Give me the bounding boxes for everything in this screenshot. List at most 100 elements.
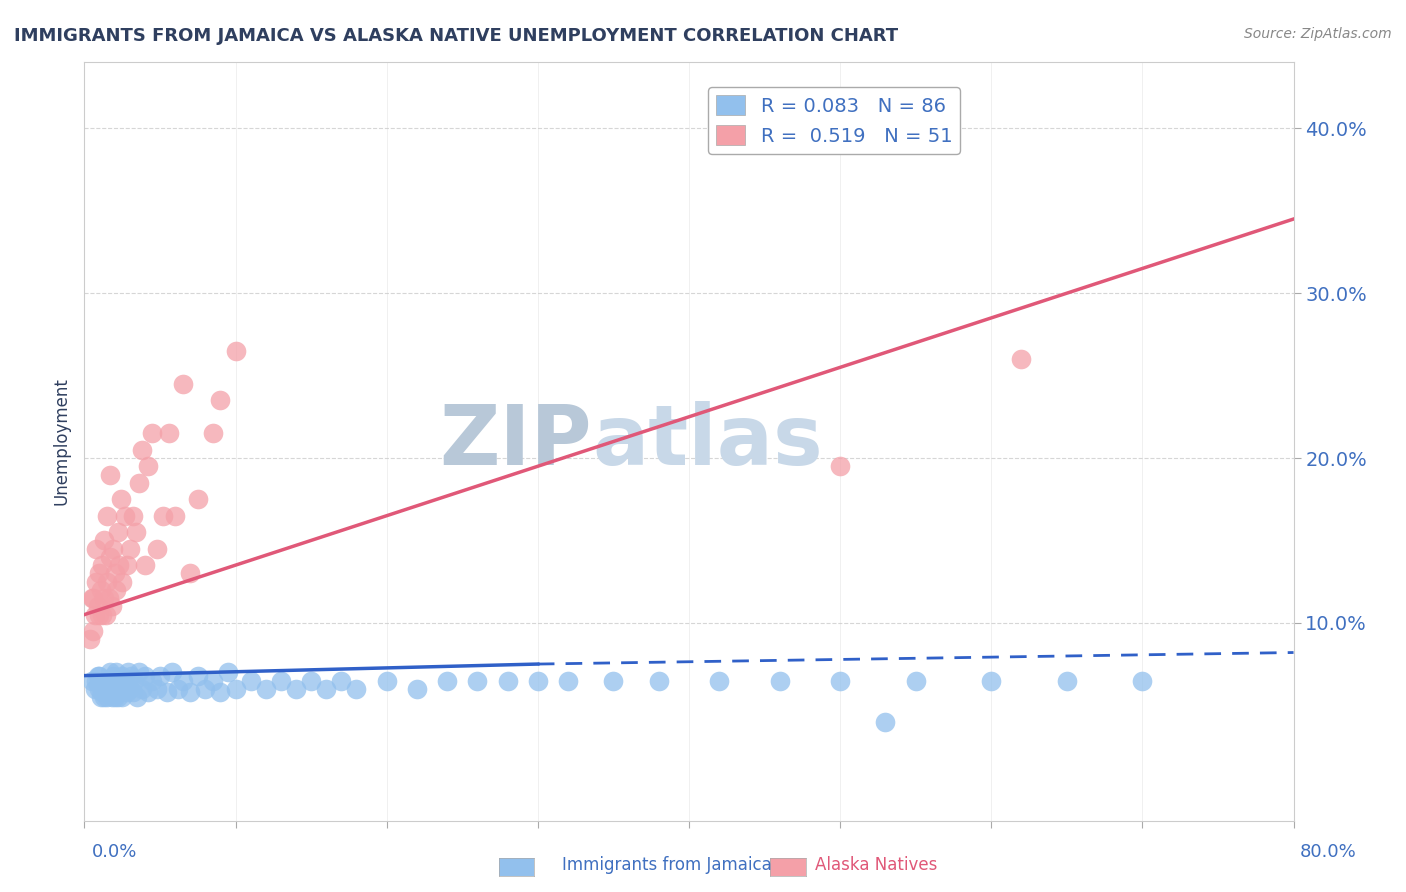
Point bbox=[100, 677, 122, 691]
Point bbox=[201, 673, 224, 688]
Point bbox=[120, 668, 142, 682]
Point bbox=[98, 681, 121, 696]
Point bbox=[118, 541, 141, 556]
Point bbox=[136, 459, 159, 474]
Point bbox=[315, 681, 337, 696]
Point bbox=[89, 668, 111, 682]
Point bbox=[94, 607, 117, 622]
Y-axis label: Unemployment: Unemployment bbox=[52, 377, 70, 506]
Point bbox=[769, 673, 792, 688]
Text: Immigrants from Jamaica: Immigrants from Jamaica bbox=[562, 856, 772, 874]
Point bbox=[225, 681, 247, 696]
Point bbox=[89, 681, 111, 696]
Point bbox=[86, 574, 108, 589]
Point bbox=[254, 681, 277, 696]
Point bbox=[93, 591, 115, 606]
Point bbox=[104, 690, 127, 704]
Point bbox=[115, 558, 138, 573]
Point bbox=[239, 673, 262, 688]
Point bbox=[107, 690, 129, 704]
Point bbox=[112, 681, 135, 696]
Point bbox=[89, 566, 111, 581]
Point bbox=[114, 508, 136, 523]
Point bbox=[270, 673, 292, 688]
Point bbox=[108, 685, 131, 699]
Point bbox=[96, 690, 118, 704]
Point bbox=[375, 673, 398, 688]
Point bbox=[80, 673, 103, 688]
Point bbox=[111, 574, 134, 589]
Point bbox=[172, 376, 194, 391]
Point bbox=[467, 673, 489, 688]
Point bbox=[436, 673, 458, 688]
Point bbox=[1130, 673, 1153, 688]
Point bbox=[217, 665, 239, 680]
Text: 0.0%: 0.0% bbox=[91, 843, 136, 861]
Point bbox=[709, 673, 731, 688]
Point bbox=[96, 574, 118, 589]
Point bbox=[225, 343, 247, 358]
Point bbox=[146, 681, 169, 696]
Point bbox=[146, 541, 169, 556]
Point bbox=[179, 685, 201, 699]
Point bbox=[149, 668, 172, 682]
Point bbox=[111, 690, 134, 704]
Point bbox=[980, 673, 1002, 688]
Point bbox=[91, 678, 114, 692]
Point bbox=[82, 591, 104, 606]
Point bbox=[172, 673, 194, 688]
Point bbox=[96, 678, 118, 692]
Point bbox=[94, 673, 117, 688]
Point bbox=[830, 459, 852, 474]
Point bbox=[89, 677, 111, 691]
Point bbox=[100, 599, 122, 614]
Point bbox=[115, 685, 138, 699]
Point bbox=[91, 558, 114, 573]
Point bbox=[136, 685, 159, 699]
Point bbox=[141, 673, 163, 688]
Point bbox=[127, 690, 149, 704]
Point bbox=[80, 591, 103, 606]
Point bbox=[96, 508, 118, 523]
Point bbox=[101, 541, 124, 556]
Point bbox=[128, 475, 150, 490]
Point bbox=[90, 690, 112, 704]
Point bbox=[93, 690, 115, 704]
Point bbox=[160, 665, 183, 680]
Point bbox=[118, 681, 141, 696]
Point bbox=[82, 624, 104, 639]
Point bbox=[875, 714, 897, 729]
Point bbox=[187, 668, 209, 682]
Point bbox=[86, 673, 108, 688]
Text: Alaska Natives: Alaska Natives bbox=[815, 856, 938, 874]
Point bbox=[97, 673, 120, 688]
Point bbox=[91, 685, 114, 699]
Point bbox=[131, 681, 153, 696]
Point bbox=[156, 685, 179, 699]
Point bbox=[108, 558, 131, 573]
Point bbox=[134, 668, 156, 682]
Point bbox=[830, 673, 852, 688]
Point bbox=[904, 673, 927, 688]
Point bbox=[105, 665, 128, 680]
Point bbox=[84, 607, 107, 622]
Point bbox=[87, 668, 110, 682]
Point bbox=[79, 632, 101, 647]
Text: ZIP: ZIP bbox=[440, 401, 592, 482]
Point bbox=[285, 681, 308, 696]
Point bbox=[496, 673, 519, 688]
Point bbox=[93, 533, 115, 548]
Point bbox=[94, 685, 117, 699]
Point bbox=[105, 685, 128, 699]
Point bbox=[527, 673, 550, 688]
Point bbox=[110, 492, 132, 507]
Point bbox=[104, 566, 127, 581]
Text: IMMIGRANTS FROM JAMAICA VS ALASKA NATIVE UNEMPLOYMENT CORRELATION CHART: IMMIGRANTS FROM JAMAICA VS ALASKA NATIVE… bbox=[14, 27, 898, 45]
Point bbox=[209, 393, 232, 408]
Point bbox=[131, 442, 153, 457]
Point bbox=[90, 582, 112, 597]
Point bbox=[117, 665, 139, 680]
Point bbox=[134, 558, 156, 573]
Text: Source: ZipAtlas.com: Source: ZipAtlas.com bbox=[1244, 27, 1392, 41]
Point bbox=[179, 566, 201, 581]
